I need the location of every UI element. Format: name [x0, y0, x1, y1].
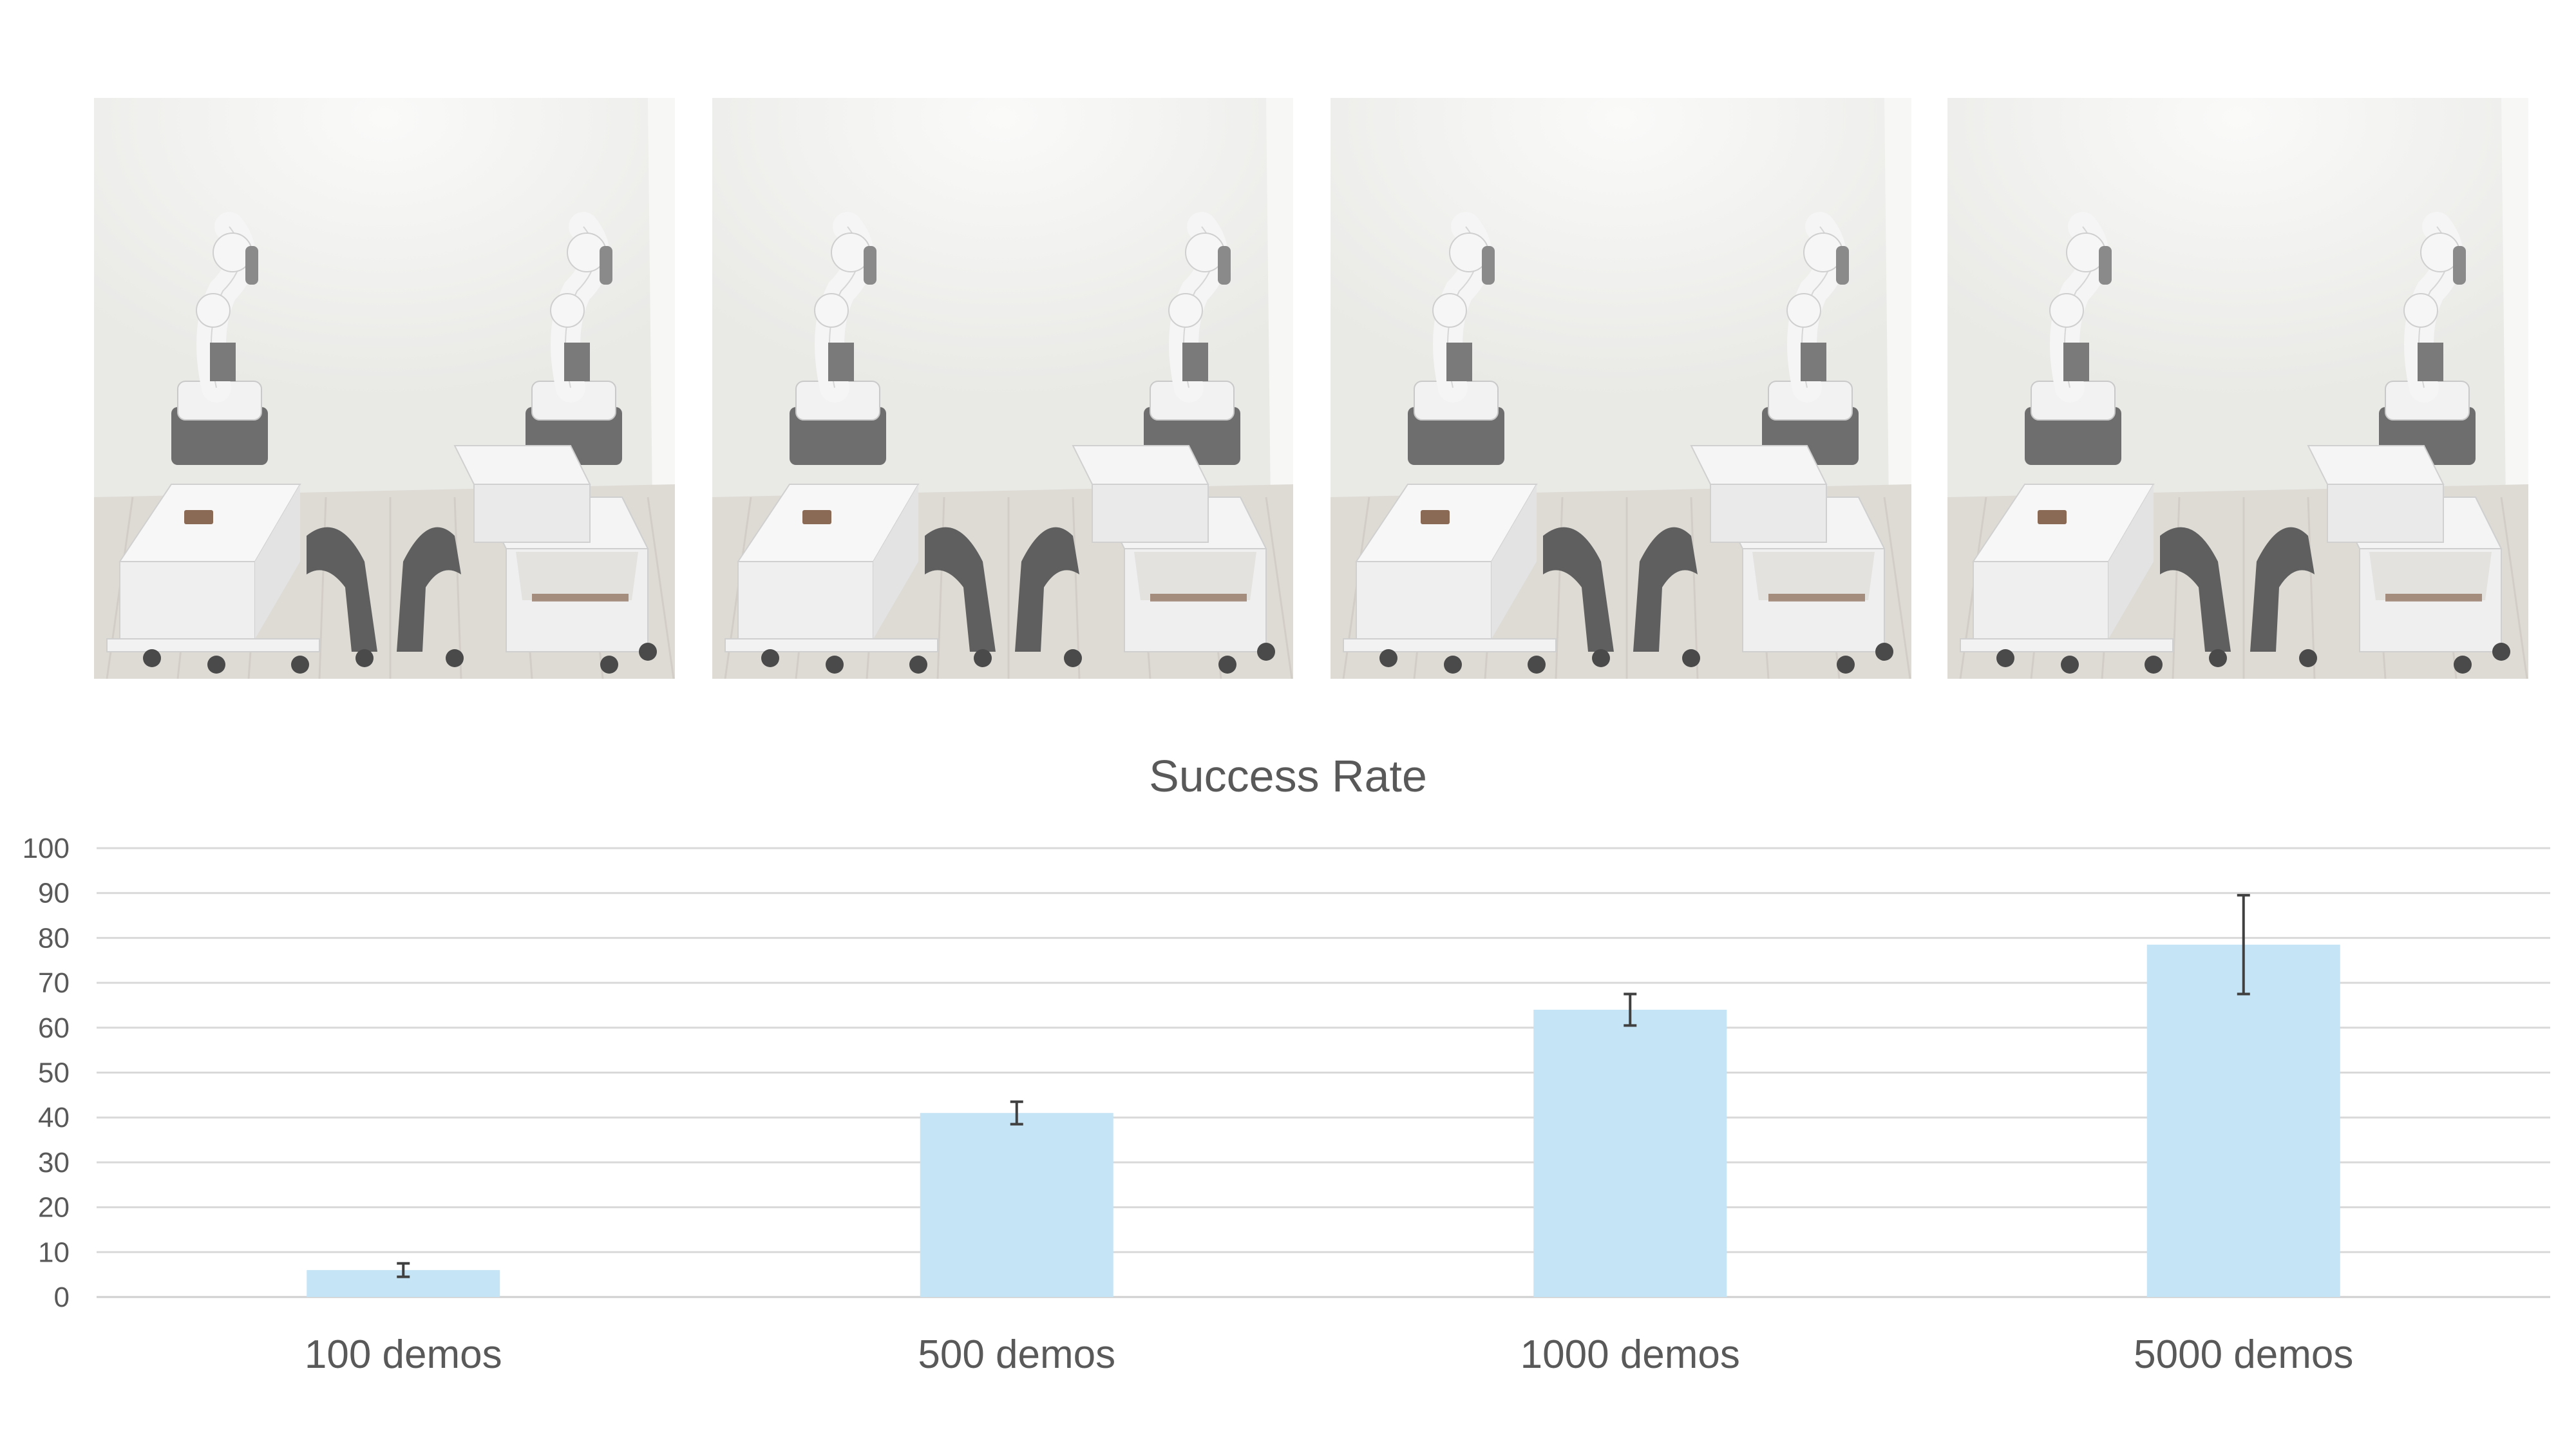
- chart-title: Success Rate: [1149, 751, 1427, 801]
- right-bin: [453, 445, 649, 652]
- bar-500-demos: [920, 1113, 1113, 1297]
- robot-arm: [790, 212, 886, 465]
- scene-panel-4: [1947, 98, 2528, 679]
- y-tick-label: 70: [38, 967, 70, 999]
- left-box: [1972, 484, 2155, 639]
- robot-carts: [761, 527, 1275, 674]
- robot-carts: [1379, 527, 1893, 674]
- y-tick-label: 80: [38, 922, 70, 954]
- y-tick-label: 100: [23, 833, 70, 864]
- bar-5000-demos: [2146, 944, 2340, 1297]
- error-bar: [2237, 894, 2250, 996]
- y-tick-label: 50: [38, 1057, 70, 1089]
- x-tick-label: 500 demos: [918, 1332, 1115, 1377]
- y-tick-label: 0: [54, 1282, 70, 1313]
- x-tick-label: 100 demos: [305, 1332, 502, 1377]
- right-bin: [1072, 445, 1267, 652]
- robot-arm: [1408, 212, 1504, 465]
- y-tick-label: 60: [38, 1012, 70, 1044]
- right-bin: [1690, 445, 1886, 652]
- robot-arm: [171, 212, 268, 465]
- robot-arm: [2379, 212, 2476, 465]
- left-box: [118, 484, 301, 639]
- robot-carts: [143, 527, 657, 674]
- scene-panel-1: [94, 98, 675, 679]
- success-rate-chart: 0 10 20 30 40 50 60 70 80 90 100 100 demos 500 demos…: [23, 833, 2550, 1377]
- left-box: [1355, 484, 1538, 639]
- x-tick-label: 1000 demos: [1520, 1332, 1740, 1377]
- robot-arm: [526, 212, 622, 465]
- robot-scene-illustration: [1947, 98, 2528, 679]
- robot-scene-illustration: [94, 98, 675, 679]
- scene-panel-3: [1331, 98, 1911, 679]
- y-tick-label: 20: [38, 1192, 70, 1224]
- error-bar: [397, 1262, 410, 1278]
- y-tick-label: 40: [38, 1102, 70, 1133]
- y-tick-label: 10: [38, 1236, 70, 1268]
- x-tick-label: 5000 demos: [2134, 1332, 2353, 1377]
- robot-scene-illustration: [712, 98, 1293, 679]
- left-box: [737, 484, 920, 639]
- scene-panel-2: [712, 98, 1293, 679]
- robot-arm: [1762, 212, 1859, 465]
- bar-1000-demos: [1533, 1009, 1727, 1297]
- y-tick-label: 30: [38, 1147, 70, 1179]
- y-tick-label: 90: [38, 878, 70, 909]
- error-bar: [1624, 992, 1637, 1027]
- robot-carts: [1996, 527, 2510, 674]
- error-bar: [1010, 1100, 1023, 1126]
- right-bin: [2307, 445, 2503, 652]
- robot-scene-illustration: [1331, 98, 1911, 679]
- robot-arm: [2025, 212, 2121, 465]
